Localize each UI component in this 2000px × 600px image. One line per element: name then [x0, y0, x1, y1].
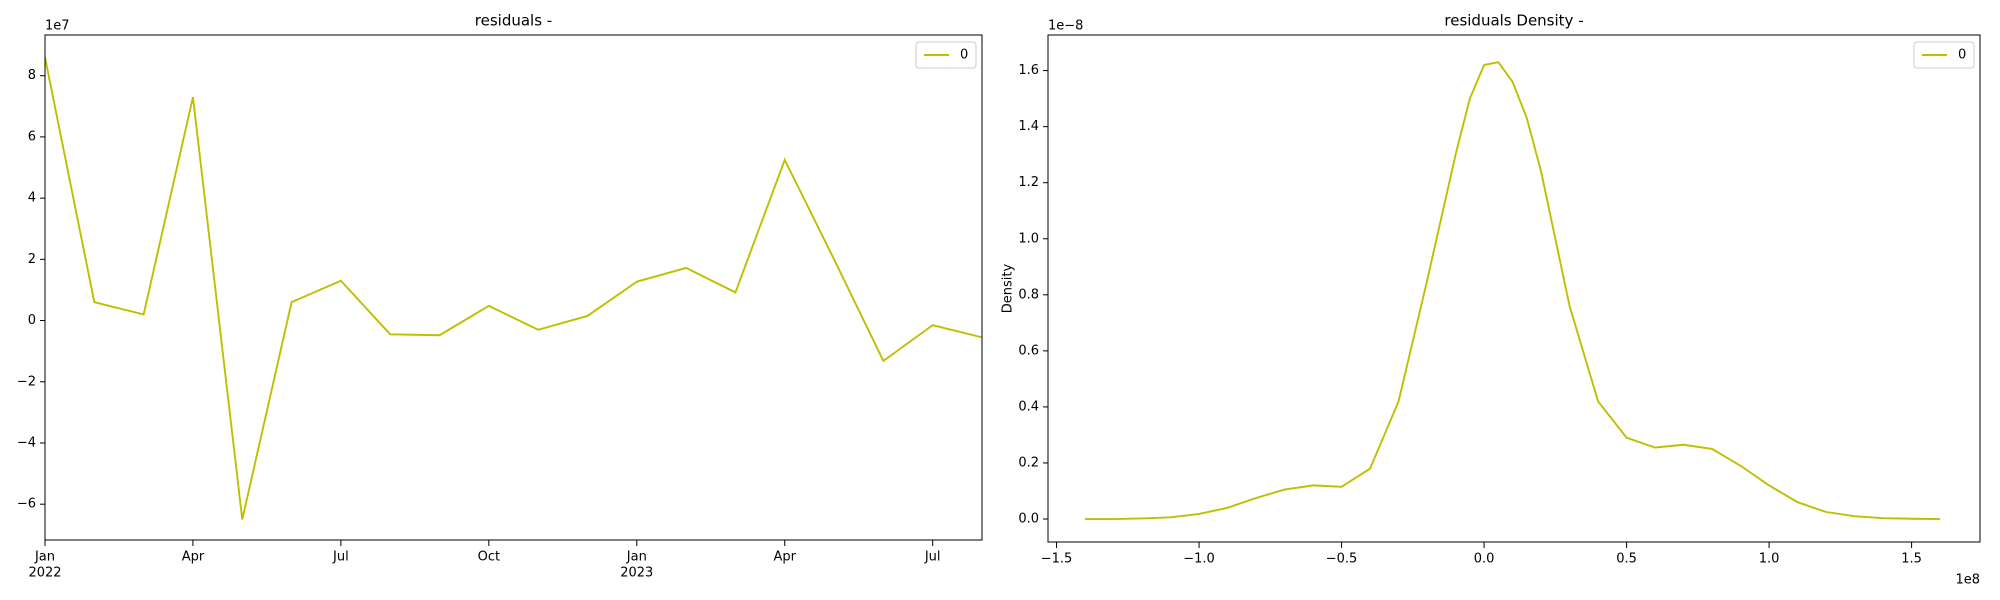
y-tick-label: 0.4: [1018, 399, 1039, 414]
x-tick-label: −1.0: [1183, 552, 1215, 567]
y-tick-label: 0.0: [1018, 512, 1039, 527]
chart-title: residuals -: [475, 12, 552, 30]
y-axis-label: Density: [1001, 263, 1016, 313]
y-tick-label: 0.2: [1018, 455, 1039, 470]
y-offset-label: 1e−8: [1048, 19, 1083, 34]
x-tick-label: Oct: [478, 550, 500, 565]
y-tick-label: 0.6: [1018, 343, 1039, 358]
y-tick-label: 8: [28, 68, 36, 83]
x-tick-label: Jul: [924, 550, 941, 565]
x-tick-label: Jan: [626, 550, 647, 565]
y-tick-label: 6: [28, 129, 36, 144]
x-tick-year: 2022: [28, 566, 61, 581]
x-tick-label: 1.5: [1901, 552, 1922, 567]
x-tick-label: 1.0: [1759, 552, 1780, 567]
y-tick-label: 1.2: [1018, 175, 1039, 190]
series-line: [44, 57, 983, 520]
y-tick-label: −2: [17, 374, 36, 389]
x-tick-label: Apr: [182, 550, 205, 565]
x-tick-year: 2023: [620, 566, 653, 581]
x-tick-label: −1.5: [1041, 552, 1073, 567]
x-tick-label: 0.5: [1616, 552, 1637, 567]
legend-label: 0: [960, 48, 968, 63]
y-tick-label: 2: [28, 252, 36, 267]
y-tick-label: −4: [17, 435, 36, 450]
x-tick-label: Jul: [332, 550, 349, 565]
y-tick-label: 1.6: [1018, 63, 1039, 78]
series-line: [1085, 61, 1941, 520]
x-tick-label: −0.5: [1326, 552, 1358, 567]
chart-title: residuals Density -: [1444, 12, 1583, 30]
y-tick-label: 4: [28, 191, 36, 206]
axes-frame: [1047, 34, 1981, 543]
x-tick-label: 0.0: [1474, 552, 1495, 567]
x-offset-label: 1e8: [1955, 573, 1980, 588]
axes-frame: [44, 34, 983, 541]
x-tick-label: Apr: [773, 550, 796, 565]
y-tick-label: 0: [28, 313, 36, 328]
y-tick-label: −6: [17, 497, 36, 512]
y-offset-label: 1e7: [45, 19, 70, 34]
y-tick-label: 0.8: [1018, 287, 1039, 302]
y-tick-label: 1.4: [1018, 119, 1039, 134]
legend-label: 0: [1958, 48, 1966, 63]
y-tick-label: 1.0: [1018, 231, 1039, 246]
x-tick-label: Jan: [34, 550, 55, 565]
